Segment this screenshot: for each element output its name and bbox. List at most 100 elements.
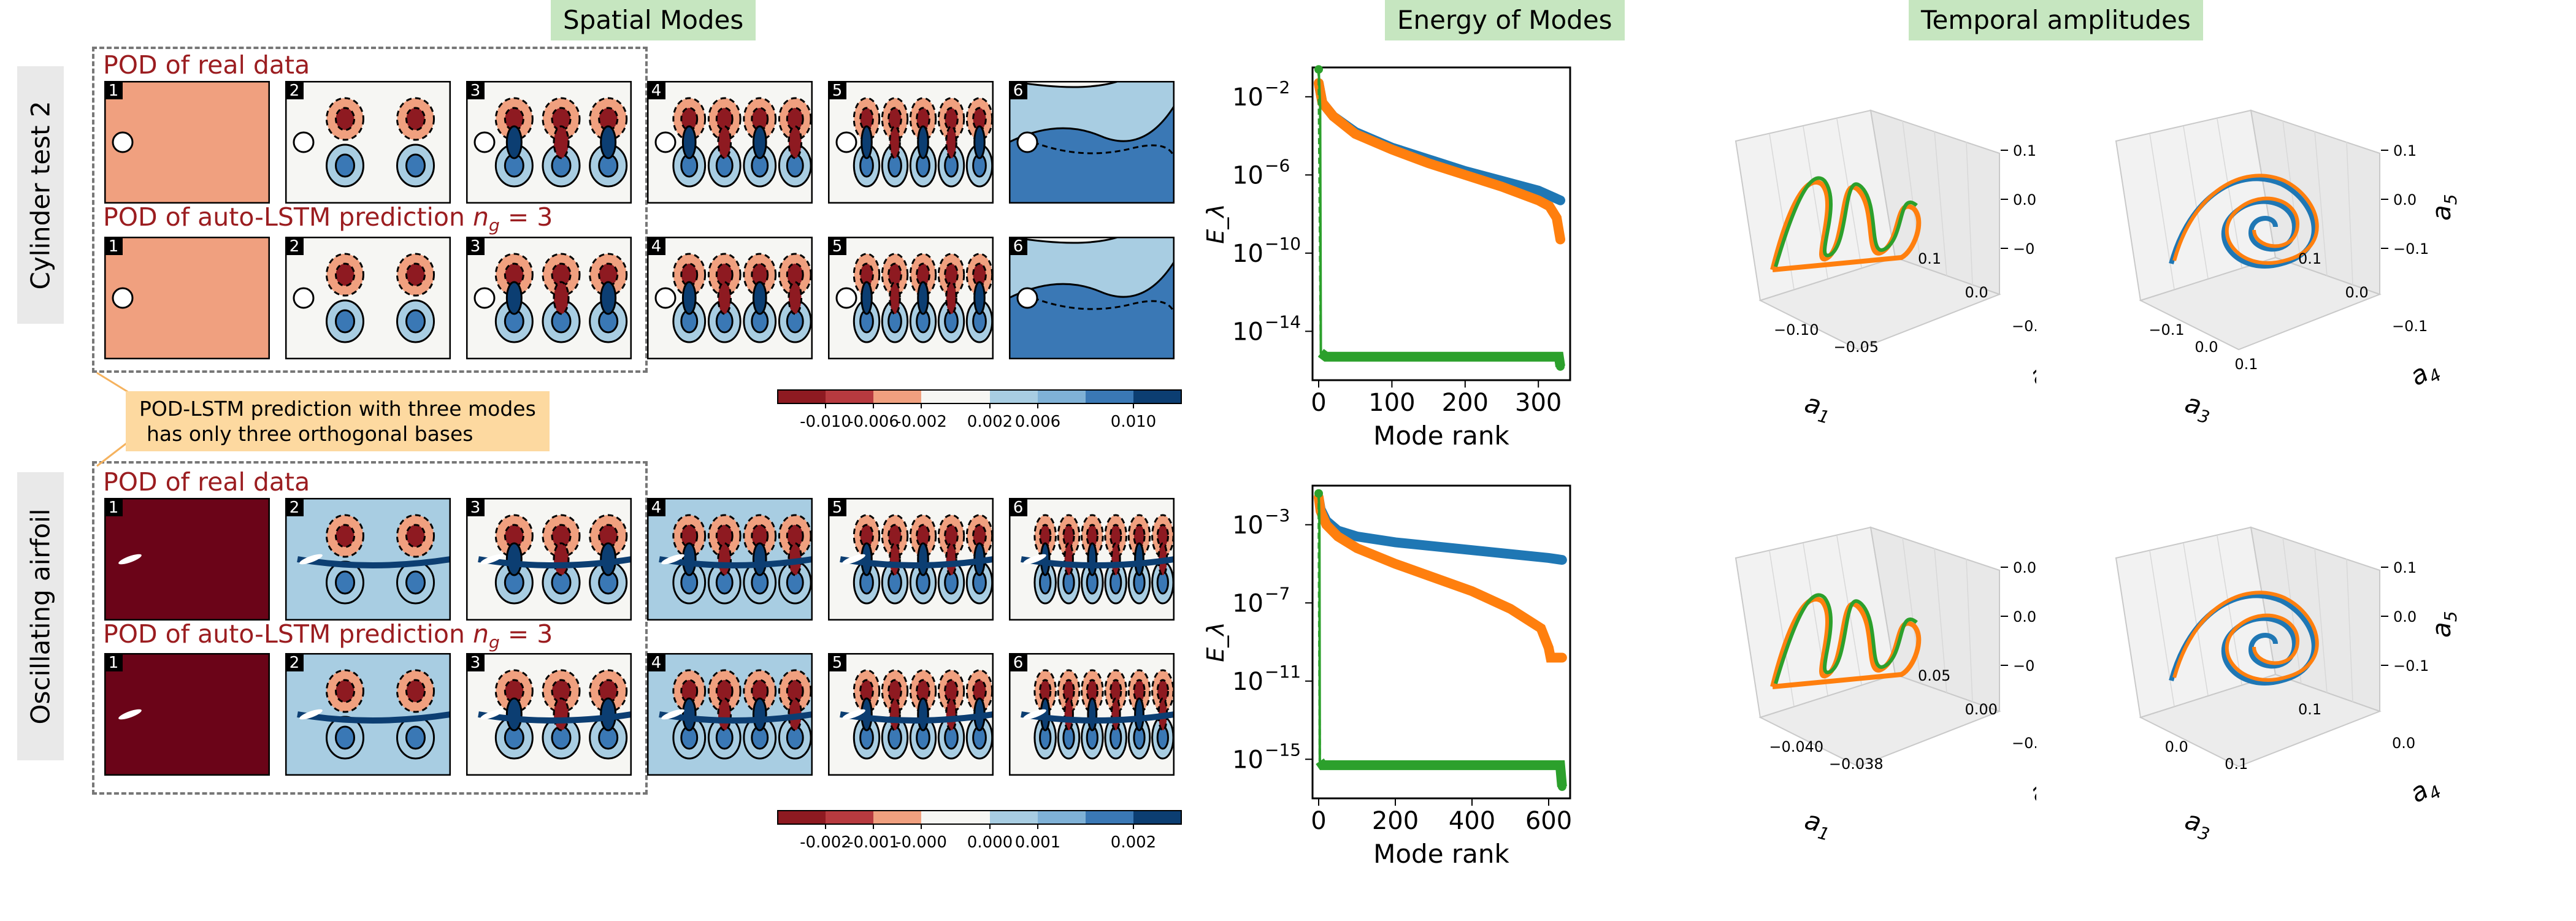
trajectory-line [2169,593,2317,686]
y-tick-label: −0.1 [2392,318,2428,335]
temporal-amplitudes-header: Temporal amplitudes [1909,0,2203,40]
y-tick-exponent: −6 [1265,155,1290,175]
x-tick-label: 0.1 [2225,755,2248,773]
y-tick-label: 0.1 [1918,250,1941,267]
y-tick-label: 10 [1232,161,1263,189]
panel-number: 5 [832,82,843,100]
panel-number: 4 [651,499,662,517]
panel-number: 2 [289,499,300,517]
panel-number: 1 [109,82,119,100]
energy-series-line [1316,758,1567,787]
mode-panel: 2 [285,81,451,204]
y-tick-label: 10 [1232,83,1263,112]
energy-marker [1314,489,1323,498]
mode-panel: 4 [647,653,813,776]
y-tick-label: 10 [1232,589,1263,617]
panel-number: 2 [289,82,300,100]
y-tick-label: 0.0 [2392,735,2415,752]
trajectory-line [1774,593,1918,684]
z-tick-label: −0.1 [2013,240,2036,258]
y-tick-label: −0.05 [2012,735,2036,752]
colorbar-segment [778,811,826,824]
mode-panel: 4 [647,81,813,204]
mode-panel: 6 [1009,653,1175,776]
pod-pred-label-cylinder: POD of auto-LSTM prediction ng = 3 [103,202,553,236]
y-tick-label: 0.1 [2298,250,2321,267]
x-axis-label: Mode rank [1373,839,1509,869]
y-tick-label: 10 [1232,511,1263,540]
axis-label: a5 [2426,611,2461,638]
pod-comparison-box-airfoil [92,461,648,795]
mode-panel: 6 [1009,81,1175,204]
colorbar-segment [1086,811,1133,824]
x-tick-label: 100 [1368,389,1415,417]
y-tick-label: 0.1 [2298,701,2321,718]
z-tick-label: −0.1 [2393,240,2429,258]
energy-marker [1557,782,1566,791]
mode-panel: 5 [828,498,994,621]
x-tick-label: 0 [1311,807,1326,835]
x-tick-label: 400 [1449,807,1495,835]
trajectory-line [2172,590,2319,682]
z-tick-label: −0.1 [2393,657,2429,675]
annotation-connector [96,372,129,467]
x-axis-label: Mode rank [1373,421,1509,451]
x-tick-label: −0.038 [1829,755,1884,773]
x-tick-label: 200 [1372,807,1419,835]
y-tick-label: −0.1 [2012,318,2036,335]
mode-panel: 5 [828,653,994,776]
x-tick-label: 200 [1442,389,1489,417]
axis-label: a3 [2181,804,2216,844]
energy-modes-header: Energy of Modes [1385,0,1625,40]
mode-panel: 1 [104,81,270,204]
x-tick-label: 300 [1515,389,1562,417]
z-tick-label: 0.0 [2013,191,2036,208]
panel-number: 5 [832,499,843,517]
colorbar-segment [921,811,990,824]
colorbar-tick-label: -0.010 [800,413,851,431]
colorbar-segment [1086,390,1133,403]
y-tick-label: 10 [1232,318,1263,346]
panel-number: 6 [1013,237,1024,256]
mode-panel: 5 [828,81,994,204]
mode-panel: 4 [647,237,813,359]
y-axis-label: E_λ [1202,622,1229,662]
z-tick-label: 0.00 [2013,608,2036,625]
x-tick-label: 600 [1525,807,1572,835]
mode-panel: 1 [104,653,270,776]
y-tick-label: 0.0 [1965,284,1988,301]
panel-number: 4 [651,237,662,256]
mode-panel: 2 [285,498,451,621]
mode-panel: 3 [466,498,632,621]
mode-panel: 3 [466,81,632,204]
mode-panel: 2 [285,653,451,776]
energy-series-line [1317,349,1565,367]
x-tick-label: −0.1 [2149,321,2184,338]
panel-number: 6 [1013,499,1024,517]
axis-label: a2 [2025,352,2037,395]
row-label-cylinder: Cylinder test 2 [17,66,64,324]
panel-number: 6 [1013,82,1024,100]
trajectory-line [2169,176,2317,269]
colorbar-tick-label: -0.006 [848,413,899,431]
y-tick-label: 0.0 [2345,284,2369,301]
axis-label: a4 [2405,769,2445,812]
x-tick-label: −0.05 [1833,338,1879,356]
panel-number: 1 [109,654,119,672]
temporal-3d-airfoil-a3a4a5: 0.1 0.0 −0.1 0.0 0.1 0.0 0.1 a3 a4 a5 [2115,526,2461,845]
y-tick-exponent: −11 [1265,662,1301,682]
x-tick-label: −0.10 [1774,321,1819,338]
x-tick-label: 0.0 [2195,338,2218,356]
z-tick-label: 0.1 [2393,559,2417,576]
z-tick-label: −0.05 [2013,657,2036,675]
y-tick-exponent: −7 [1265,583,1290,603]
colorbar-tick-label: -0.000 [895,833,947,852]
mode-panel: 6 [1009,498,1175,621]
axis-label: a3 [2181,388,2216,427]
colorbar-tick-label: 0.010 [1111,413,1156,431]
spatial-modes-header: Spatial Modes [551,0,756,40]
x-tick-label: 0.0 [2165,738,2188,755]
z-tick-label: 0.1 [2013,142,2036,159]
